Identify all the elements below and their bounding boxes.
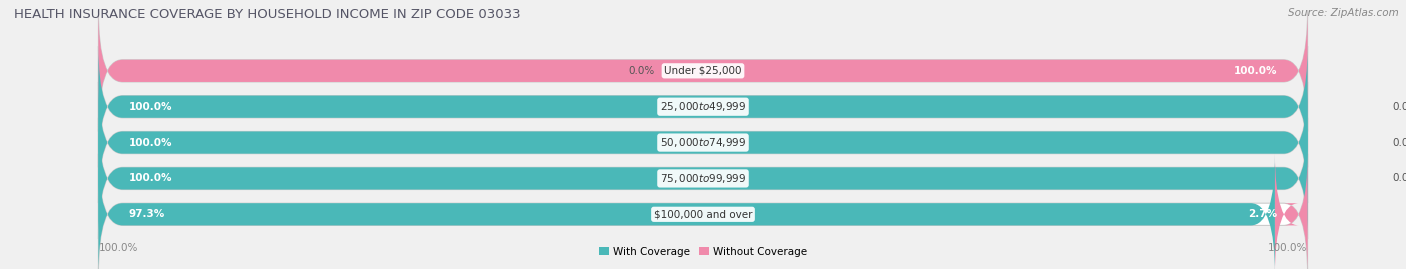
Text: $50,000 to $74,999: $50,000 to $74,999 <box>659 136 747 149</box>
FancyBboxPatch shape <box>98 154 1275 269</box>
FancyBboxPatch shape <box>98 118 1308 239</box>
Text: 100.0%: 100.0% <box>1234 66 1278 76</box>
FancyBboxPatch shape <box>1275 154 1308 269</box>
Text: $75,000 to $99,999: $75,000 to $99,999 <box>659 172 747 185</box>
Text: Source: ZipAtlas.com: Source: ZipAtlas.com <box>1288 8 1399 18</box>
Text: 100.0%: 100.0% <box>129 137 172 148</box>
Text: 0.0%: 0.0% <box>1392 174 1406 183</box>
Text: Under $25,000: Under $25,000 <box>664 66 742 76</box>
Text: 2.7%: 2.7% <box>1249 209 1278 219</box>
Text: 100.0%: 100.0% <box>1268 243 1308 253</box>
Text: 100.0%: 100.0% <box>129 174 172 183</box>
Text: 100.0%: 100.0% <box>98 243 138 253</box>
Text: $25,000 to $49,999: $25,000 to $49,999 <box>659 100 747 113</box>
Text: 0.0%: 0.0% <box>628 66 655 76</box>
FancyBboxPatch shape <box>98 118 1308 239</box>
Text: 97.3%: 97.3% <box>129 209 165 219</box>
Text: $100,000 and over: $100,000 and over <box>654 209 752 219</box>
Text: 0.0%: 0.0% <box>1392 137 1406 148</box>
Legend: With Coverage, Without Coverage: With Coverage, Without Coverage <box>595 243 811 261</box>
FancyBboxPatch shape <box>98 82 1308 203</box>
FancyBboxPatch shape <box>98 154 1308 269</box>
FancyBboxPatch shape <box>98 46 1308 167</box>
Text: HEALTH INSURANCE COVERAGE BY HOUSEHOLD INCOME IN ZIP CODE 03033: HEALTH INSURANCE COVERAGE BY HOUSEHOLD I… <box>14 8 520 21</box>
FancyBboxPatch shape <box>98 10 1308 132</box>
Text: 100.0%: 100.0% <box>129 102 172 112</box>
FancyBboxPatch shape <box>98 10 1308 132</box>
FancyBboxPatch shape <box>98 82 1308 203</box>
FancyBboxPatch shape <box>98 46 1308 167</box>
Text: 0.0%: 0.0% <box>1392 102 1406 112</box>
